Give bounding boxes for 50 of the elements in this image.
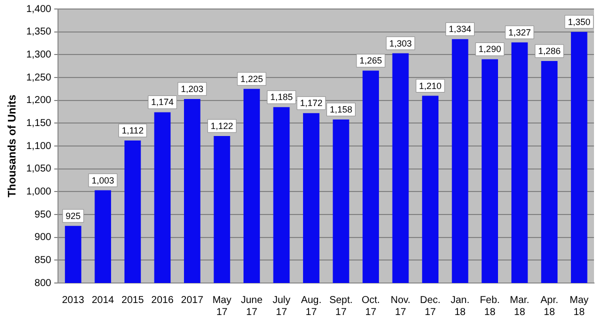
x-tick-label: Mar. 18	[510, 294, 530, 318]
data-label: 1,290	[478, 44, 502, 54]
y-tick-label: 1,150	[26, 118, 52, 129]
y-axis-title: Thousands of Units	[6, 94, 19, 198]
y-tick-label: 1,400	[26, 4, 52, 15]
x-tick-label: Dec. 17	[420, 294, 441, 318]
data-label: 1,112	[122, 126, 144, 136]
x-tick-label: June 17	[240, 294, 263, 318]
y-tick-label: 900	[34, 232, 52, 244]
x-tick-label: Apr. 18	[540, 294, 558, 318]
data-label: 1,265	[359, 56, 382, 66]
x-tick-label: 2016	[151, 294, 174, 306]
x-tick-label: 2014	[92, 294, 114, 306]
x-tick-label: 2017	[181, 294, 204, 306]
data-label: 1,350	[568, 16, 590, 27]
x-tick-label: 2013	[62, 294, 85, 306]
y-tick-label: 1,100	[26, 140, 52, 152]
data-label: 1,158	[330, 104, 352, 114]
data-label: 1,185	[270, 92, 293, 102]
x-tick-label: Oct. 17	[362, 294, 380, 318]
data-label: 1,174	[151, 97, 174, 108]
y-tick-label: 1,250	[26, 72, 52, 84]
y-tick-label: 1,350	[26, 26, 52, 38]
data-label: 1,122	[210, 120, 234, 131]
data-label: 1,327	[508, 27, 531, 38]
x-tick-label: May 18	[570, 294, 589, 318]
data-label: 1,003	[92, 175, 114, 186]
data-label: 1,225	[240, 74, 263, 84]
x-tick-label: Feb. 18	[480, 294, 500, 318]
x-tick-label: Aug. 17	[300, 294, 322, 318]
y-tick-label: 1,050	[26, 164, 52, 175]
x-tick-label: Nov. 17	[390, 294, 410, 318]
x-tick-label: Sept. 17	[329, 294, 353, 318]
y-tick-label: 800	[34, 278, 52, 289]
data-label: 1,172	[300, 98, 322, 108]
data-label: 1,210	[419, 80, 442, 91]
data-label: 1,203	[180, 84, 204, 94]
x-tick-label: 2015	[122, 294, 144, 306]
y-tick-label: 1,300	[26, 49, 52, 60]
y-tick-label: 850	[34, 254, 52, 266]
data-label: 1,303	[389, 38, 412, 48]
x-tick-label: July 17	[272, 294, 290, 318]
y-tick-label: 1,200	[26, 95, 52, 106]
x-tick-label: May 17	[212, 294, 232, 318]
x-tick-label: Jan. 18	[450, 294, 470, 318]
data-label: 1,286	[538, 46, 561, 56]
y-tick-label: 1,000	[26, 186, 52, 198]
data-label: 925	[66, 210, 81, 221]
data-label: 1,334	[448, 24, 472, 34]
y-tick-label: 950	[34, 209, 52, 220]
